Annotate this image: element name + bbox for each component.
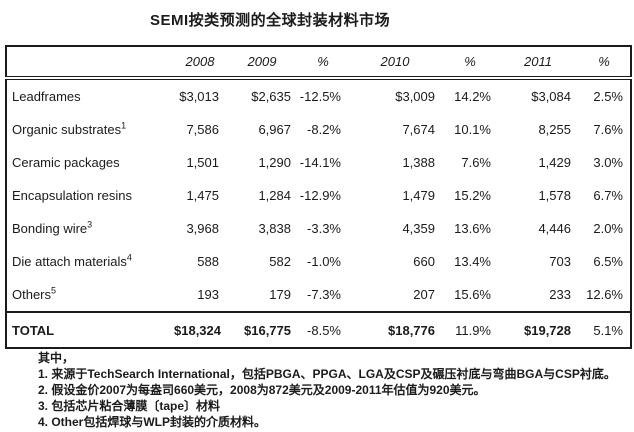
footnote-2: 2. 假设金价2007为每盎司660美元，2008为872美元及2009-201… xyxy=(38,383,486,397)
footnote-3: 3. 包括芯片粘合薄膜〔tape〕材料 xyxy=(38,399,221,413)
header-2010: 2010 xyxy=(380,54,410,69)
data-cell: -7.3% xyxy=(307,287,341,302)
table-row: Others5 193 179 -7.3% 207 15.6% 233 12.6% xyxy=(6,278,631,312)
row-label: Bonding wire3 xyxy=(12,219,93,236)
page-title: SEMI按类预测的全球封装材料市场 xyxy=(150,12,391,29)
data-cell: -3.3% xyxy=(307,221,341,236)
data-cell: 582 xyxy=(269,254,291,269)
total-2009: $16,775 xyxy=(244,322,291,338)
data-cell: 1,475 xyxy=(186,188,219,203)
total-pct-2009: -8.5% xyxy=(307,322,341,338)
data-cell: 179 xyxy=(269,287,291,302)
data-cell: 3.0% xyxy=(593,155,623,170)
table-row: Organic substrates1 7,586 6,967 -8.2% 7,674 1… xyxy=(6,113,631,146)
data-cell: $3,013 xyxy=(179,89,219,104)
data-cell: 2.0% xyxy=(593,221,623,236)
data-cell: 207 xyxy=(413,287,435,302)
row-label: Ceramic packages xyxy=(12,155,120,170)
total-2010: $18,776 xyxy=(388,322,435,338)
data-cell: -12.9% xyxy=(299,188,341,203)
table-row: Die attach materials4 588 582 -1.0% 660 13.4%… xyxy=(6,245,631,278)
data-cell: 588 xyxy=(197,254,219,269)
data-cell: 8,255 xyxy=(538,122,571,137)
footnote-4: 4. Other包括焊球与WLP封装的介质材料。 xyxy=(38,415,267,429)
data-cell: -14.1% xyxy=(299,155,341,170)
packaging-materials-table: 2008 2009 % 2010 % 2011 % Leadframes $3,0… xyxy=(5,45,632,349)
data-cell: -8.2% xyxy=(307,122,341,137)
data-cell: 703 xyxy=(549,254,571,269)
data-cell: 4,359 xyxy=(402,221,435,236)
data-cell: 13.6% xyxy=(454,221,491,236)
data-cell: 193 xyxy=(197,287,219,302)
footnotes-intro: 其中， xyxy=(38,351,75,365)
header-blank xyxy=(6,46,174,78)
data-cell: 2.5% xyxy=(593,89,623,104)
data-cell: $3,084 xyxy=(531,89,571,104)
total-2008: $18,324 xyxy=(174,322,221,338)
table-body: Leadframes $3,013 $2,635 -12.5% $3,009 14.2% $… xyxy=(6,78,631,312)
table-header: 2008 2009 % 2010 % 2011 % xyxy=(6,46,631,78)
data-cell: 7.6% xyxy=(461,155,491,170)
footnote-marker: 4 xyxy=(126,252,132,263)
header-pct-2009: % xyxy=(317,54,329,69)
table-row: Ceramic packages 1,501 1,290 -14.1% 1,388 7.6… xyxy=(6,146,631,179)
data-cell: 1,290 xyxy=(258,155,291,170)
data-cell: 12.6% xyxy=(586,287,623,302)
data-cell: 10.1% xyxy=(454,122,491,137)
total-pct-2010: 11.9% xyxy=(455,322,491,338)
table-footer: TOTAL $18,324 $16,775 -8.5% $18,776 11.9… xyxy=(6,312,631,348)
table-row: Bonding wire3 3,968 3,838 -3.3% 4,359 13.6% 4,… xyxy=(6,212,631,245)
data-cell: 1,429 xyxy=(538,155,571,170)
data-cell: 3,968 xyxy=(186,221,219,236)
table-row: Encapsulation resins 1,475 1,284 -12.9% 1,47… xyxy=(6,179,631,212)
data-cell: -1.0% xyxy=(307,254,341,269)
data-cell: 7,586 xyxy=(186,122,219,137)
data-cell: 7,674 xyxy=(402,122,435,137)
data-cell: 1,388 xyxy=(402,155,435,170)
data-cell: 7.6% xyxy=(593,122,623,137)
total-2011: $19,728 xyxy=(524,322,571,338)
row-label: Die attach materials4 xyxy=(12,252,132,269)
data-cell: $3,009 xyxy=(395,89,435,104)
data-cell: 6.7% xyxy=(593,188,623,203)
data-cell: 1,284 xyxy=(258,188,291,203)
header-row: 2008 2009 % 2010 % 2011 % xyxy=(6,46,631,78)
row-label: Encapsulation resins xyxy=(12,188,132,203)
footnote-1: 1. 来源于TechSearch International，包括PBGA、PP… xyxy=(38,367,616,381)
table-row: Leadframes $3,013 $2,635 -12.5% $3,009 14.2% $… xyxy=(6,78,631,113)
data-cell: 1,479 xyxy=(402,188,435,203)
data-cell: 15.2% xyxy=(454,188,491,203)
data-cell: 233 xyxy=(549,287,571,302)
footnotes: 其中， 1. 来源于TechSearch International，包括PBG… xyxy=(38,350,616,430)
data-cell: 1,501 xyxy=(186,155,219,170)
data-cell: 6,967 xyxy=(258,122,291,137)
data-cell: -12.5% xyxy=(299,89,341,104)
footnote-marker: 3 xyxy=(87,219,93,230)
data-cell: $2,635 xyxy=(251,89,291,104)
data-cell: 660 xyxy=(413,254,435,269)
data-cell: 3,838 xyxy=(258,221,291,236)
data-cell: 1,578 xyxy=(538,188,571,203)
header-pct-2011: % xyxy=(598,54,610,69)
total-pct-2011: 5.1% xyxy=(593,322,623,338)
header-2008: 2008 xyxy=(185,54,215,69)
header-2011: 2011 xyxy=(524,54,552,69)
data-cell: 4,446 xyxy=(538,221,571,236)
footnote-marker: 1 xyxy=(121,120,127,131)
data-cell: 6.5% xyxy=(593,254,623,269)
row-label: Others5 xyxy=(12,285,57,302)
row-label: Organic substrates1 xyxy=(12,120,127,137)
footnote-marker: 5 xyxy=(51,285,57,296)
row-label: Leadframes xyxy=(12,89,81,104)
data-cell: 14.2% xyxy=(454,89,491,104)
data-cell: 13.4% xyxy=(454,254,491,269)
total-label: TOTAL xyxy=(12,322,55,338)
total-row: TOTAL $18,324 $16,775 -8.5% $18,776 11.9… xyxy=(6,312,631,348)
data-cell: 15.6% xyxy=(454,287,491,302)
header-2009: 2009 xyxy=(247,54,277,69)
header-pct-2010: % xyxy=(464,54,476,69)
